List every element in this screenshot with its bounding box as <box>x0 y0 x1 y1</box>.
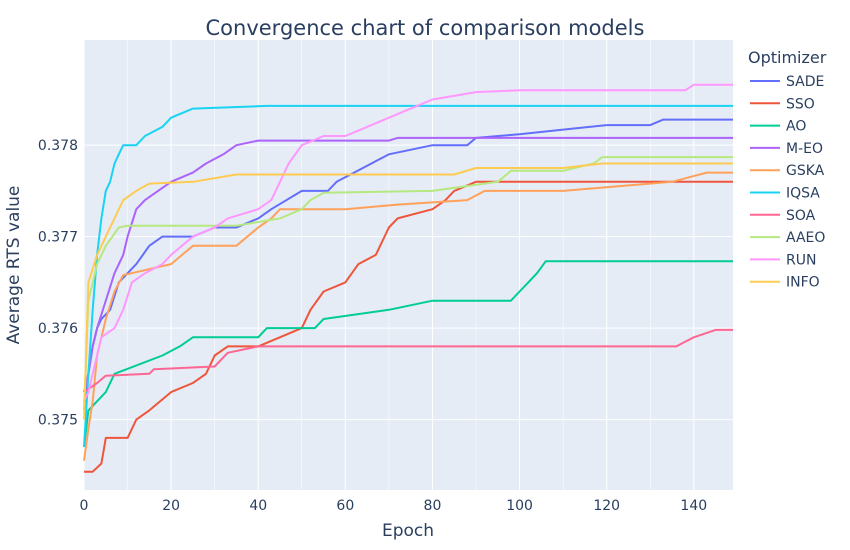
x-tick-label: 60 <box>336 498 354 514</box>
legend-item-gska[interactable]: GSKA <box>750 163 825 179</box>
legend-item-m-eo[interactable]: M-EO <box>750 141 823 157</box>
series-line-aaeo <box>83 156 733 411</box>
x-tick-labels: 0 20 40 60 80 100 120 140 <box>80 498 708 514</box>
series-line-ao <box>83 260 733 448</box>
y-tick-label: 0.377 <box>38 230 78 246</box>
chart-title: Convergence chart of comparison models <box>206 16 645 40</box>
y-axis-title: Average RTS value <box>4 186 24 345</box>
legend-item-aaeo[interactable]: AAEO <box>750 230 825 246</box>
legend-label: AO <box>786 119 806 135</box>
x-tick-label: 20 <box>162 498 180 514</box>
plot-background <box>84 40 733 490</box>
series-line-soa <box>83 328 733 393</box>
series-line-m-eo <box>83 136 733 393</box>
legend-label: SADE <box>786 74 824 90</box>
legend-label: INFO <box>786 275 820 291</box>
x-tick-label: 40 <box>249 498 267 514</box>
x-tick-label: 0 <box>80 498 89 514</box>
series-line-run <box>83 83 733 402</box>
series-line-sso <box>84 180 733 473</box>
y-tick-label: 0.376 <box>38 321 78 337</box>
grid-lines <box>83 40 733 490</box>
legend-item-sade[interactable]: SADE <box>750 74 824 90</box>
legend-label: RUN <box>786 252 816 268</box>
legend-label: SOA <box>786 208 816 224</box>
legend-label: M-EO <box>786 141 823 157</box>
legend-label: AAEO <box>786 230 825 246</box>
legend-item-iqsa[interactable]: IQSA <box>750 186 820 202</box>
legend-item-sso[interactable]: SSO <box>750 96 815 112</box>
x-tick-label: 120 <box>593 498 620 514</box>
legend-label: SSO <box>786 96 815 112</box>
x-tick-label: 80 <box>424 498 442 514</box>
x-tick-label: 140 <box>680 498 707 514</box>
legend-title: Optimizer <box>748 48 827 67</box>
y-tick-label: 0.375 <box>38 413 78 429</box>
legend: Optimizer SADE SSO AO M-EO GSKA IQSA SOA AAEO RU… <box>748 48 827 291</box>
legend-label: GSKA <box>786 163 825 179</box>
legend-item-run[interactable]: RUN <box>750 252 816 268</box>
x-tick-label: 100 <box>506 498 533 514</box>
legend-item-ao[interactable]: AO <box>750 119 806 135</box>
y-tick-labels: 0.375 0.376 0.377 0.378 <box>38 138 78 428</box>
legend-item-info[interactable]: INFO <box>750 275 820 291</box>
series-line-info <box>83 162 733 420</box>
y-tick-label: 0.378 <box>38 138 78 154</box>
series-lines <box>83 83 733 473</box>
legend-label: IQSA <box>786 186 820 202</box>
legend-items: SADE SSO AO M-EO GSKA IQSA SOA AAEO RUN INFO <box>750 74 825 291</box>
x-axis-title: Epoch <box>382 521 434 541</box>
legend-item-soa[interactable]: SOA <box>750 208 816 224</box>
